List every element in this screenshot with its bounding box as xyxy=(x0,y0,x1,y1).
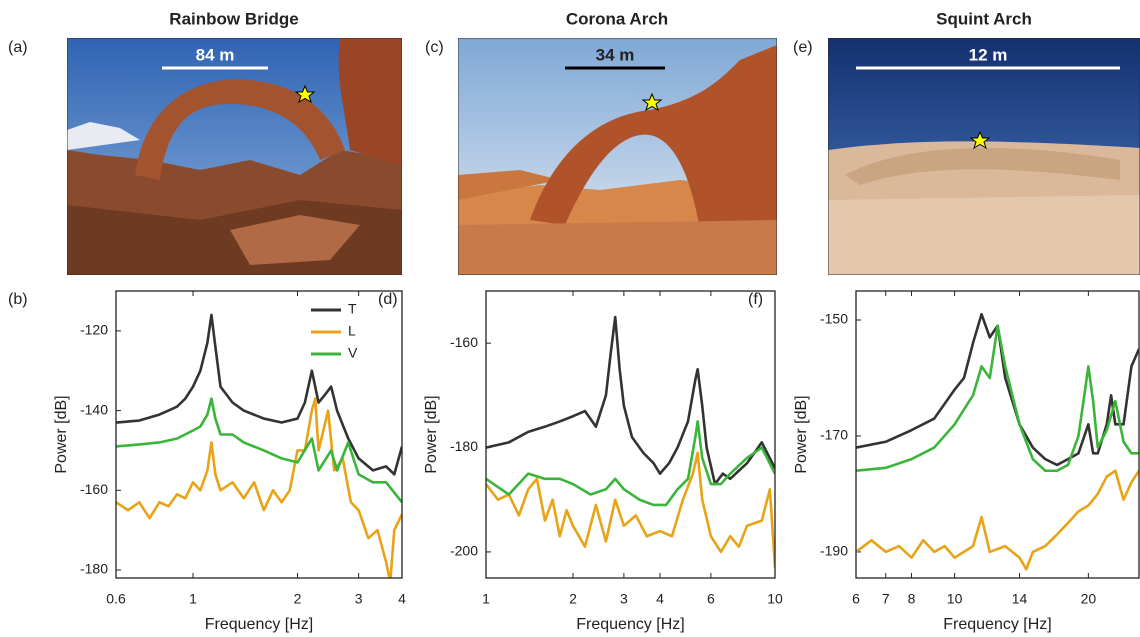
x-tick-label: 0.6 xyxy=(106,591,126,607)
legend-label: T xyxy=(348,301,357,317)
photo-corona-arch xyxy=(458,38,777,275)
series-line xyxy=(486,420,775,507)
x-tick-label: 4 xyxy=(398,591,406,607)
series-line xyxy=(116,397,402,578)
plot-frame xyxy=(115,290,403,579)
x-axis-label: Frequency [Hz] xyxy=(943,616,1051,633)
x-tick-label: 2 xyxy=(569,591,577,607)
series-line xyxy=(856,312,1139,467)
panel-label: (a) xyxy=(8,39,28,56)
series-line xyxy=(856,469,1139,571)
x-tick-label: 20 xyxy=(1081,591,1097,607)
series-line xyxy=(116,397,402,504)
x-tick-label: 6 xyxy=(707,591,715,607)
y-tick-label: -160 xyxy=(450,334,478,350)
y-tick-label: -180 xyxy=(450,438,478,454)
chart-title: Rainbow Bridge xyxy=(169,9,298,28)
x-tick-label: 1 xyxy=(189,591,197,607)
y-tick-label: -170 xyxy=(820,427,848,443)
series-line xyxy=(486,315,775,486)
scale-label: 84 m xyxy=(196,45,235,64)
y-axis-label: Power [dB] xyxy=(793,395,810,473)
plot-frame xyxy=(855,290,1140,579)
x-tick-label: 7 xyxy=(882,591,890,607)
legend-label: V xyxy=(348,345,358,361)
x-tick-label: 8 xyxy=(908,591,916,607)
plot-frame xyxy=(485,290,776,579)
x-tick-label: 10 xyxy=(947,591,963,607)
scale-label: 34 m xyxy=(596,45,635,64)
x-tick-label: 3 xyxy=(355,591,363,607)
panel-label: (f) xyxy=(748,291,763,308)
chart-title: Corona Arch xyxy=(566,9,668,28)
panel-label: (c) xyxy=(425,39,444,56)
legend-label: L xyxy=(348,323,356,339)
y-tick-label: -120 xyxy=(80,322,108,338)
x-tick-label: 10 xyxy=(767,591,783,607)
x-axis-label: Frequency [Hz] xyxy=(576,616,684,633)
panel-label: (d) xyxy=(378,291,398,308)
x-tick-label: 2 xyxy=(294,591,302,607)
chart-title: Squint Arch xyxy=(936,9,1032,28)
y-axis-label: Power [dB] xyxy=(53,395,70,473)
panel-label: (b) xyxy=(8,291,28,308)
panel-label: (e) xyxy=(793,39,813,56)
y-tick-label: -150 xyxy=(820,311,848,327)
photo-rainbow-bridge xyxy=(67,38,402,275)
y-tick-label: -140 xyxy=(80,401,108,417)
x-tick-label: 3 xyxy=(620,591,628,607)
x-axis-label: Frequency [Hz] xyxy=(205,616,313,633)
y-tick-label: -190 xyxy=(820,543,848,559)
x-tick-label: 1 xyxy=(482,591,490,607)
y-axis-label: Power [dB] xyxy=(423,395,440,473)
series-line xyxy=(856,324,1139,473)
scale-label: 12 m xyxy=(969,45,1008,64)
y-tick-label: -180 xyxy=(80,561,108,577)
series-line xyxy=(486,451,775,568)
photo-squint-arch xyxy=(828,38,1140,275)
y-tick-label: -200 xyxy=(450,543,478,559)
x-tick-label: 14 xyxy=(1012,591,1028,607)
x-tick-label: 6 xyxy=(852,591,860,607)
y-tick-label: -160 xyxy=(80,481,108,497)
series-line xyxy=(116,313,402,476)
x-tick-label: 4 xyxy=(656,591,664,607)
